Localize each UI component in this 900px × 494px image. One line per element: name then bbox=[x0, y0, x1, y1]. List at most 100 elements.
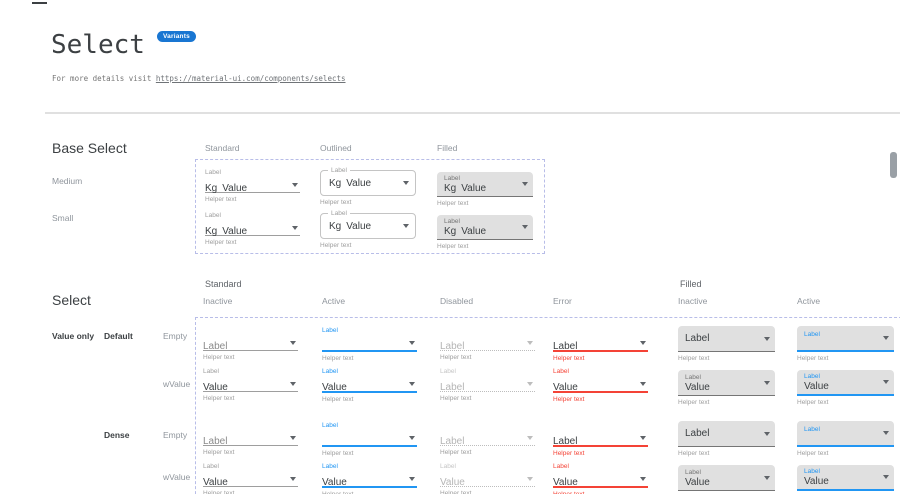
select-standard-error-default-empty[interactable]: Label Helper text bbox=[553, 326, 648, 362]
select-standard-inactive-default-empty[interactable]: Label Helper text bbox=[203, 326, 298, 361]
select-standard-active-dense-empty[interactable]: Label Helper text bbox=[322, 421, 417, 457]
base-select-filled-medium[interactable]: Label Kg Value Helper text bbox=[437, 168, 533, 207]
dropdown-arrow-icon bbox=[640, 341, 646, 345]
select-standard-disabled-default-empty[interactable]: Label Helper text bbox=[440, 326, 535, 361]
helper-text: Helper text bbox=[553, 355, 585, 362]
floating-label: Label bbox=[804, 468, 820, 475]
dropdown-arrow-icon bbox=[292, 183, 298, 187]
select-standard-active-dense-wvalue[interactable]: Label Value Helper text bbox=[322, 462, 417, 494]
base-column-header-standard: Standard bbox=[205, 143, 240, 153]
select-value: Label bbox=[685, 428, 710, 439]
helper-text: Helper text bbox=[322, 491, 417, 494]
helper-text: Helper text bbox=[203, 490, 235, 494]
select-value: Value bbox=[203, 382, 228, 393]
row-group-label: Value only bbox=[52, 331, 95, 341]
select-value: Value bbox=[553, 477, 578, 488]
select-control: Label Kg Value bbox=[437, 172, 533, 197]
select-standard-error-dense-empty[interactable]: Label Helper text bbox=[553, 421, 648, 457]
dropdown-arrow-icon bbox=[764, 475, 770, 480]
adornment: Kg bbox=[444, 183, 457, 194]
floating-label: Label bbox=[444, 218, 460, 225]
select-value: Label bbox=[440, 436, 465, 447]
helper-text: Helper text bbox=[205, 196, 237, 203]
dropdown-arrow-icon bbox=[640, 477, 646, 481]
row-label-small: Small bbox=[52, 213, 74, 223]
helper-text: Helper text bbox=[437, 243, 469, 250]
row-label-dense: Dense bbox=[104, 430, 130, 440]
select-value: Value bbox=[804, 381, 829, 392]
base-select-outlined-small[interactable]: Label Kg Value Helper text bbox=[320, 210, 416, 249]
select-standard-disabled-dense-empty[interactable]: Label Helper text bbox=[440, 421, 535, 456]
dropdown-arrow-icon bbox=[409, 436, 415, 440]
base-column-header-outlined: Outlined bbox=[320, 143, 352, 153]
base-select-standard-small[interactable]: Label Kg Value Helper text bbox=[205, 211, 300, 246]
helper-text: Helper text bbox=[678, 450, 710, 457]
base-select-filled-small[interactable]: Label Kg Value Helper text bbox=[437, 211, 533, 250]
adornment: Kg bbox=[329, 220, 342, 232]
base-select-heading: Base Select bbox=[52, 140, 127, 156]
select-standard-error-dense-wvalue[interactable]: Label Value Helper text bbox=[553, 462, 648, 494]
row-label-wvalue-dense: wValue bbox=[163, 472, 191, 482]
base-select-standard-medium[interactable]: Label Kg Value Helper text bbox=[205, 168, 300, 203]
select-filled-inactive-default-empty[interactable]: Label Helper text bbox=[678, 326, 775, 362]
helper-text: Helper text bbox=[440, 354, 472, 361]
dropdown-arrow-icon bbox=[883, 431, 889, 435]
state-column-header-active-5: Active bbox=[797, 296, 821, 306]
select-control: Value bbox=[553, 472, 648, 488]
select-value: Label bbox=[553, 436, 578, 447]
select-control: Label Kg Value bbox=[437, 215, 533, 240]
select-control: Kg Value bbox=[205, 221, 300, 237]
docs-link[interactable]: https://material-ui.com/components/selec… bbox=[155, 74, 346, 83]
state-column-header-active-1: Active bbox=[322, 296, 346, 306]
select-standard-disabled-default-wvalue[interactable]: Label Label Helper text bbox=[440, 367, 535, 402]
floating-label bbox=[440, 421, 535, 431]
select-standard-disabled-dense-wvalue[interactable]: Label Value Helper text bbox=[440, 462, 535, 494]
floating-label: Label bbox=[685, 373, 701, 381]
select-value: Value bbox=[346, 220, 372, 232]
select-control: Value bbox=[440, 472, 535, 488]
select-filled-inactive-dense-empty[interactable]: Label Helper text bbox=[678, 421, 775, 457]
helper-text: Helper text bbox=[678, 355, 710, 362]
select-control: Label bbox=[203, 431, 298, 447]
scrollbar-thumb[interactable] bbox=[890, 152, 897, 178]
helper-text: Helper text bbox=[553, 396, 585, 403]
select-filled-active-default-wvalue[interactable]: Label Value Helper text bbox=[797, 370, 894, 406]
group-header-filled: Filled bbox=[680, 279, 702, 289]
adornment: Kg bbox=[205, 183, 218, 194]
select-filled-active-dense-empty[interactable]: Label Helper text bbox=[797, 421, 894, 457]
select-standard-error-default-wvalue[interactable]: Label Value Helper text bbox=[553, 367, 648, 403]
floating-label: Label bbox=[804, 426, 820, 433]
select-standard-inactive-dense-empty[interactable]: Label Helper text bbox=[203, 421, 298, 456]
adornment: Kg bbox=[329, 177, 342, 189]
floating-label: Label bbox=[553, 368, 569, 375]
state-column-header-error-3: Error bbox=[553, 296, 572, 306]
select-standard-active-default-wvalue[interactable]: Label Value Helper text bbox=[322, 367, 417, 403]
select-standard-active-default-empty[interactable]: Label Helper text bbox=[322, 326, 417, 362]
dropdown-arrow-icon bbox=[403, 181, 409, 185]
select-control: Label bbox=[440, 431, 535, 447]
helper-text: Helper text bbox=[440, 395, 472, 402]
select-filled-active-default-empty[interactable]: Label Helper text bbox=[797, 326, 894, 362]
helper-text: Helper text bbox=[553, 450, 585, 457]
select-control: Label bbox=[203, 336, 298, 352]
select-control: Label Kg Value bbox=[320, 167, 416, 196]
select-standard-inactive-dense-wvalue[interactable]: Label Value Helper text bbox=[203, 462, 298, 494]
floating-label: Label bbox=[322, 368, 338, 375]
row-label-wvalue-default: wValue bbox=[163, 379, 191, 389]
dropdown-arrow-icon bbox=[409, 341, 415, 345]
select-control bbox=[322, 336, 417, 352]
select-control: Value bbox=[203, 377, 298, 393]
helper-text: Helper text bbox=[797, 450, 829, 457]
select-value: Kg Value bbox=[444, 226, 487, 237]
helper-text: Helper text bbox=[322, 450, 354, 457]
select-control: Label bbox=[797, 326, 894, 352]
page-title: Select bbox=[51, 30, 145, 60]
select-filled-inactive-default-wvalue[interactable]: Label Value Helper text bbox=[678, 370, 775, 406]
select-control: Label Value bbox=[797, 465, 894, 491]
floating-label: Label bbox=[322, 422, 338, 429]
select-standard-inactive-default-wvalue[interactable]: Label Value Helper text bbox=[203, 367, 298, 402]
base-select-outlined-medium[interactable]: Label Kg Value Helper text bbox=[320, 167, 416, 206]
dropdown-arrow-icon bbox=[640, 382, 646, 386]
